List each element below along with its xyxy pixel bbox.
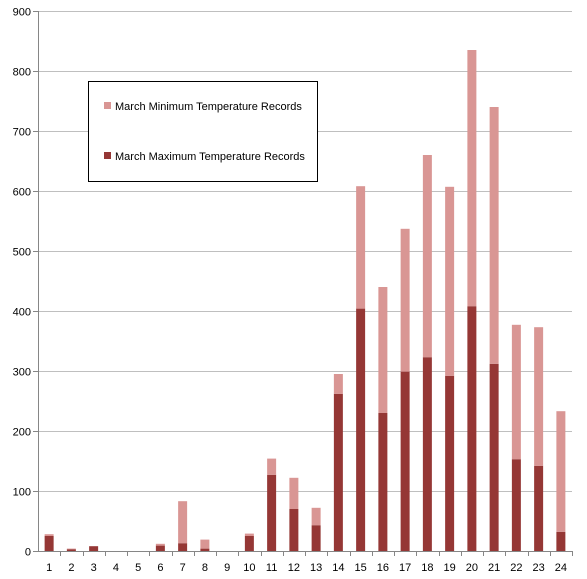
y-tick-label: 100	[13, 487, 31, 499]
legend-box	[88, 81, 318, 182]
x-tick-label: 10	[243, 562, 255, 574]
bar-max-records	[356, 308, 366, 551]
bar-max-records	[445, 375, 455, 551]
legend-swatch	[104, 102, 111, 109]
x-tick-label: 18	[421, 562, 433, 574]
x-tick-label: 22	[510, 562, 522, 574]
x-tick-label: 12	[288, 562, 300, 574]
x-tick-label: 5	[135, 562, 141, 574]
bar-min-records	[289, 477, 299, 509]
bar-max-records	[66, 549, 76, 551]
bar-max-records	[311, 525, 321, 551]
bar-max-records	[534, 465, 544, 551]
bar-max-records	[244, 536, 254, 551]
bar-min-records	[356, 186, 366, 309]
y-tick-label: 700	[13, 127, 31, 139]
y-tick-label: 800	[13, 67, 31, 79]
bar-min-records	[333, 374, 343, 394]
x-tick-label: 6	[157, 562, 163, 574]
x-tick-label: 11	[266, 562, 277, 574]
x-tick-label: 16	[377, 562, 389, 574]
x-tick-label: 4	[113, 562, 119, 574]
bar-max-records	[155, 545, 165, 551]
bar-min-records	[267, 458, 277, 475]
y-tick-label: 600	[13, 187, 31, 199]
bar-min-records	[467, 50, 477, 307]
x-tick-label: 8	[202, 562, 208, 574]
legend: March Minimum Temperature Records March M…	[88, 81, 318, 182]
x-tick-label: 14	[332, 562, 344, 574]
bar-min-records	[378, 287, 388, 413]
x-tick-label: 15	[355, 562, 367, 574]
bar-max-records	[378, 413, 388, 551]
bar-min-records	[178, 501, 188, 544]
x-tick-label: 7	[180, 562, 186, 574]
y-tick-label: 400	[13, 307, 31, 319]
bar-max-records	[267, 474, 277, 551]
x-tick-label: 23	[533, 562, 545, 574]
legend-label: March Maximum Temperature Records	[115, 151, 305, 163]
bar-max-records	[556, 531, 566, 551]
bar-max-records	[333, 393, 343, 551]
x-tick-label: 24	[555, 562, 567, 574]
x-tick-label: 9	[224, 562, 230, 574]
bar-max-records	[289, 509, 299, 551]
y-tick-label: 300	[13, 367, 31, 379]
y-tick-label: 900	[13, 7, 31, 19]
x-tick-label: 17	[399, 562, 411, 574]
bar-min-records	[311, 507, 321, 526]
bar-min-records	[511, 324, 521, 460]
x-tick-label: 3	[91, 562, 97, 574]
x-tick-label: 20	[466, 562, 478, 574]
x-tick-label: 1	[46, 562, 52, 574]
x-tick-label: 13	[310, 562, 322, 574]
legend-swatch	[104, 152, 111, 159]
bar-max-records	[400, 371, 410, 551]
bar-min-records	[445, 186, 455, 376]
legend-label: March Minimum Temperature Records	[115, 101, 302, 113]
x-tick-label: 21	[488, 562, 500, 574]
y-tick-label: 500	[13, 247, 31, 259]
bar-min-records	[200, 539, 210, 549]
bar-min-records	[44, 534, 54, 536]
bar-max-records	[422, 357, 432, 551]
bar-max-records	[511, 459, 521, 551]
bar-max-records	[178, 543, 188, 551]
bar-min-records	[556, 411, 566, 532]
bar-max-records	[89, 546, 99, 551]
bars	[44, 50, 566, 551]
x-tick-label: 2	[68, 562, 74, 574]
bar-min-records	[422, 155, 432, 358]
bar-max-records	[44, 536, 54, 551]
bar-max-records	[200, 548, 210, 551]
x-tick-label: 19	[444, 562, 456, 574]
bar-min-records	[400, 228, 410, 372]
y-tick-label: 0	[25, 547, 31, 559]
bar-max-records	[489, 363, 499, 551]
bar-min-records	[155, 543, 165, 546]
bar-max-records	[467, 306, 477, 551]
bar-min-records	[66, 548, 76, 550]
bar-min-records	[489, 107, 499, 364]
y-tick-label: 200	[13, 427, 31, 439]
bar-min-records	[534, 327, 544, 466]
bar-min-records	[244, 533, 254, 536]
